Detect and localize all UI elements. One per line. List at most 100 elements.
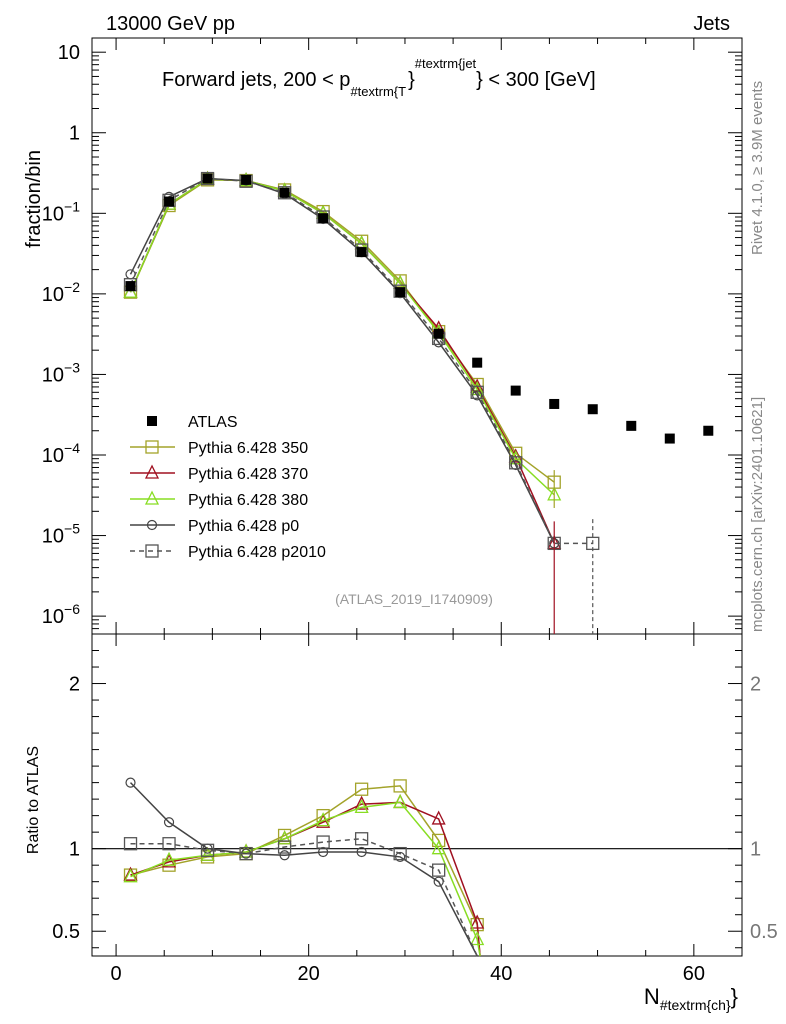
ratio-point bbox=[123, 868, 138, 883]
header-right: Jets bbox=[693, 13, 730, 35]
series-point bbox=[509, 456, 523, 470]
ratio-axis-label: Ratio to ATLAS bbox=[25, 746, 42, 854]
ratio-line bbox=[130, 801, 481, 957]
ratio-tick-label-right: 2 bbox=[750, 674, 761, 696]
legend-items: ATLAS Pythia 6.428 350 Pythia 6.428 370 Pyt… bbox=[130, 414, 326, 561]
data-point bbox=[549, 398, 560, 409]
legend: ATLAS Pythia 6.428 350 Pythia 6.428 370 Pyt… bbox=[130, 414, 326, 561]
ratio-point bbox=[316, 812, 331, 827]
series-line bbox=[129, 178, 555, 544]
legend-marker bbox=[145, 440, 159, 454]
series-point bbox=[472, 390, 483, 401]
data-point bbox=[241, 174, 252, 185]
ratio-series-2 bbox=[123, 793, 485, 957]
series-line bbox=[129, 179, 555, 483]
ratio-tick-label: 2 bbox=[69, 674, 80, 696]
y-tick-label: 10−5 bbox=[42, 521, 80, 548]
analysis-id: (ATLAS_2019_I1740909) bbox=[335, 591, 493, 607]
ratio-point bbox=[239, 846, 253, 861]
x-axis-label-main: N bbox=[644, 984, 660, 1009]
y-tick-label: 10−4 bbox=[42, 440, 80, 467]
series-line bbox=[129, 177, 593, 545]
ratio-tick-label-right: 0.5 bbox=[750, 921, 778, 943]
legend-marker bbox=[144, 464, 160, 479]
ratio-line bbox=[130, 785, 481, 957]
ratio-point bbox=[470, 914, 485, 929]
x-tick-label: 20 bbox=[298, 963, 320, 985]
ratio-point bbox=[432, 863, 446, 877]
legend-marker bbox=[145, 544, 159, 558]
data-point bbox=[202, 173, 213, 184]
ratio-point bbox=[354, 795, 369, 810]
ratio-point bbox=[354, 798, 369, 814]
series-point bbox=[510, 459, 521, 471]
data-point bbox=[318, 213, 329, 224]
ratio-point bbox=[200, 846, 215, 861]
ratio-point bbox=[239, 843, 254, 858]
x-tick-label: 60 bbox=[683, 963, 705, 985]
legend-marker bbox=[144, 490, 160, 505]
ratio-point bbox=[277, 840, 292, 854]
x-tick-label: 0 bbox=[111, 963, 122, 985]
series-point bbox=[200, 171, 215, 186]
legend-label: Pythia 6.428 370 bbox=[188, 466, 308, 483]
ratio-point bbox=[200, 843, 215, 857]
series-line bbox=[129, 177, 555, 544]
ratio-series-0 bbox=[123, 779, 484, 957]
data-point bbox=[125, 281, 136, 292]
ratio-tick-label-right: 1 bbox=[750, 839, 761, 861]
x-axis-label-sub: #textrm{ch} bbox=[660, 997, 731, 1013]
atlas-data bbox=[125, 173, 714, 444]
series-point bbox=[277, 186, 292, 200]
data-point bbox=[279, 187, 290, 198]
x-tick-label: 40 bbox=[490, 963, 512, 985]
ratio-series-3 bbox=[125, 777, 478, 957]
data-point bbox=[587, 404, 598, 415]
ratio-point bbox=[395, 851, 406, 863]
ratio-point bbox=[393, 846, 407, 861]
y-tick-label: 10 bbox=[58, 42, 80, 64]
series-point bbox=[470, 385, 484, 399]
plot-title-prefix: Forward jets, 200 < p bbox=[162, 69, 350, 91]
mcplots-credit-text: mcplots.cern.ch [arXiv:2401.10621] bbox=[749, 397, 766, 632]
ratio-line bbox=[129, 782, 478, 957]
data-point bbox=[472, 357, 483, 368]
y-axis-label: fraction/bin bbox=[23, 150, 45, 248]
ratio-point bbox=[470, 931, 485, 946]
y-tick-label: 1 bbox=[69, 123, 80, 145]
series-point bbox=[393, 274, 407, 288]
x-axis-label: N#textrm{ch}} bbox=[644, 984, 738, 1013]
data-point bbox=[703, 425, 714, 436]
series-layer bbox=[123, 170, 714, 634]
ratio-point bbox=[354, 832, 369, 846]
plot-title-sup: #textrm{jet bbox=[415, 56, 477, 71]
ratio-plot-frame bbox=[91, 633, 743, 957]
ratio-point bbox=[393, 793, 408, 809]
axes-layer: 0 20 40 60 10−6 10−5 10−4 10−3 10−2 10−1 1 10 0.5 0.5… bbox=[42, 38, 778, 985]
ratio-tick-label: 0.5 bbox=[52, 921, 80, 943]
plot-title-suffix: < 300 [GeV] bbox=[483, 69, 596, 91]
data-point bbox=[626, 420, 637, 431]
rivet-version-text: Rivet 4.1.0, ≥ 3.9M events bbox=[749, 81, 766, 255]
ratio-point bbox=[431, 810, 446, 825]
ratio-point bbox=[123, 866, 138, 881]
ratio-point bbox=[354, 782, 369, 796]
data-point bbox=[164, 196, 175, 207]
legend-label: ATLAS bbox=[188, 414, 238, 431]
plot-title-sub: #textrm{T bbox=[350, 84, 406, 99]
legend-label: Pythia 6.428 380 bbox=[188, 492, 308, 509]
ratio-point bbox=[163, 817, 175, 828]
ratio-line bbox=[130, 837, 478, 957]
data-point bbox=[395, 287, 406, 298]
legend-label: Pythia 6.428 p2010 bbox=[188, 544, 326, 561]
y-tick-label: 10−3 bbox=[42, 359, 80, 386]
ratio-series-4 bbox=[123, 832, 478, 957]
legend-marker-atlas bbox=[147, 416, 157, 426]
header-left: 13000 GeV pp bbox=[106, 13, 235, 35]
legend-label: Pythia 6.428 p0 bbox=[188, 518, 299, 535]
y-tick-label: 10−6 bbox=[42, 601, 80, 628]
y-tick-label: 10−1 bbox=[42, 198, 80, 225]
ratio-point bbox=[161, 851, 177, 866]
ratio-tick-label: 1 bbox=[69, 839, 80, 861]
